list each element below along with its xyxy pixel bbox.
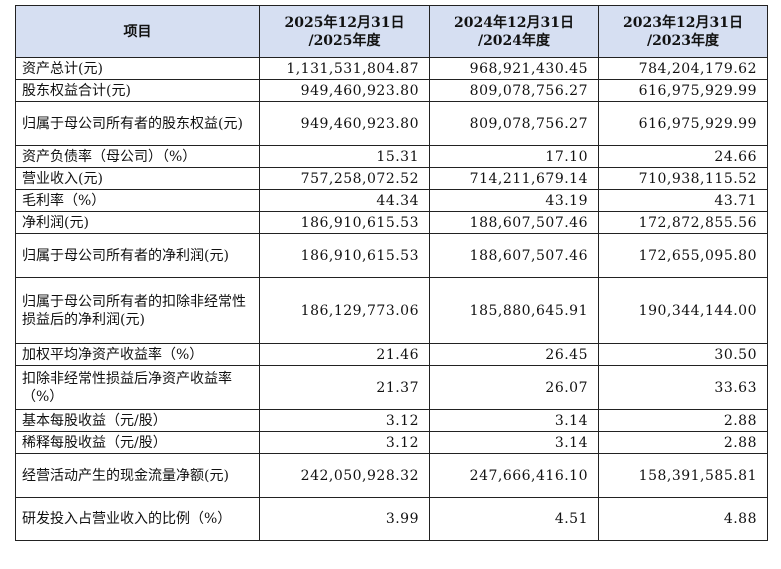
value-2024: 3.14 (429, 409, 599, 432)
value-2025: 949,460,923.80 (259, 101, 430, 146)
value-2025: 15.31 (259, 145, 430, 168)
row-label: 加权平均净资产收益率（%） (15, 343, 260, 366)
value-2024: 43.19 (429, 189, 599, 212)
value-2024: 809,078,756.27 (429, 79, 599, 102)
value-2025: 186,910,615.53 (259, 233, 430, 278)
value-2024: 247,666,416.10 (429, 453, 599, 498)
table-row: 归属于母公司所有者的净利润(元) 186,910,615.53 188,607,… (15, 233, 768, 278)
row-label: 研发投入占营业收入的比例（%） (15, 497, 260, 541)
header-item: 项目 (15, 5, 260, 58)
value-2023: 172,655,095.80 (598, 233, 768, 278)
header-row: 项目 2025年12月31日/2025年度 2024年12月31日/2024年度… (15, 5, 768, 58)
value-2025: 3.12 (259, 409, 430, 432)
table-row: 归属于母公司所有者的股东权益(元) 949,460,923.80 809,078… (15, 101, 768, 146)
value-2023: 616,975,929.99 (598, 79, 768, 102)
table-row: 加权平均净资产收益率（%） 21.46 26.45 30.50 (15, 343, 768, 366)
value-2023: 30.50 (598, 343, 768, 366)
value-2024: 968,921,430.45 (429, 57, 599, 80)
table-row: 毛利率（%） 44.34 43.19 43.71 (15, 189, 768, 212)
value-2024: 809,078,756.27 (429, 101, 599, 146)
value-2024: 188,607,507.46 (429, 233, 599, 278)
value-2023: 4.88 (598, 497, 768, 541)
table-row: 股东权益合计(元) 949,460,923.80 809,078,756.27 … (15, 79, 768, 102)
header-2025: 2025年12月31日/2025年度 (259, 5, 430, 58)
value-2025: 242,050,928.32 (259, 453, 430, 498)
row-label: 营业收入(元) (15, 167, 260, 190)
value-2024: 4.51 (429, 497, 599, 541)
row-label: 股东权益合计(元) (15, 79, 260, 102)
value-2023: 190,344,144.00 (598, 277, 768, 344)
row-label: 基本每股收益（元/股） (15, 409, 260, 432)
table-row: 归属于母公司所有者的扣除非经常性损益后的净利润(元) 186,129,773.0… (15, 277, 768, 344)
financial-table: 项目 2025年12月31日/2025年度 2024年12月31日/2024年度… (15, 5, 768, 541)
table-row: 研发投入占营业收入的比例（%） 3.99 4.51 4.88 (15, 497, 768, 541)
value-2023: 2.88 (598, 409, 768, 432)
value-2025: 21.46 (259, 343, 430, 366)
value-2024: 26.45 (429, 343, 599, 366)
row-label: 净利润(元) (15, 211, 260, 234)
table-row: 净利润(元) 186,910,615.53 188,607,507.46 172… (15, 211, 768, 234)
value-2023: 616,975,929.99 (598, 101, 768, 146)
row-label: 归属于母公司所有者的股东权益(元) (15, 101, 260, 146)
row-label: 资产总计(元) (15, 57, 260, 80)
value-2024: 17.10 (429, 145, 599, 168)
value-2023: 158,391,585.81 (598, 453, 768, 498)
table-row: 扣除非经常性损益后净资产收益率（%） 21.37 26.07 33.63 (15, 365, 768, 410)
row-label: 扣除非经常性损益后净资产收益率（%） (15, 365, 260, 410)
table-row: 资产负债率（母公司）（%） 15.31 17.10 24.66 (15, 145, 768, 168)
row-label: 稀释每股收益（元/股） (15, 431, 260, 454)
table-row: 经营活动产生的现金流量净额(元) 242,050,928.32 247,666,… (15, 453, 768, 498)
value-2024: 714,211,679.14 (429, 167, 599, 190)
value-2023: 710,938,115.52 (598, 167, 768, 190)
value-2023: 2.88 (598, 431, 768, 454)
value-2025: 3.99 (259, 497, 430, 541)
value-2024: 185,880,645.91 (429, 277, 599, 344)
value-2023: 784,204,179.62 (598, 57, 768, 80)
value-2023: 43.71 (598, 189, 768, 212)
header-2023: 2023年12月31日/2023年度 (598, 5, 768, 58)
value-2025: 949,460,923.80 (259, 79, 430, 102)
value-2025: 757,258,072.52 (259, 167, 430, 190)
row-label: 资产负债率（母公司）（%） (15, 145, 260, 168)
row-label: 毛利率（%） (15, 189, 260, 212)
row-label: 归属于母公司所有者的净利润(元) (15, 233, 260, 278)
value-2023: 33.63 (598, 365, 768, 410)
table-row: 基本每股收益（元/股） 3.12 3.14 2.88 (15, 409, 768, 432)
header-2024: 2024年12月31日/2024年度 (429, 5, 599, 58)
value-2025: 1,131,531,804.87 (259, 57, 430, 80)
value-2024: 26.07 (429, 365, 599, 410)
value-2025: 21.37 (259, 365, 430, 410)
value-2025: 3.12 (259, 431, 430, 454)
value-2024: 188,607,507.46 (429, 211, 599, 234)
value-2025: 186,910,615.53 (259, 211, 430, 234)
row-label: 归属于母公司所有者的扣除非经常性损益后的净利润(元) (15, 277, 260, 344)
value-2025: 44.34 (259, 189, 430, 212)
table-row: 稀释每股收益（元/股） 3.12 3.14 2.88 (15, 431, 768, 454)
value-2025: 186,129,773.06 (259, 277, 430, 344)
value-2023: 172,872,855.56 (598, 211, 768, 234)
value-2024: 3.14 (429, 431, 599, 454)
value-2023: 24.66 (598, 145, 768, 168)
table-row: 营业收入(元) 757,258,072.52 714,211,679.14 71… (15, 167, 768, 190)
row-label: 经营活动产生的现金流量净额(元) (15, 453, 260, 498)
table-row: 资产总计(元) 1,131,531,804.87 968,921,430.45 … (15, 57, 768, 80)
